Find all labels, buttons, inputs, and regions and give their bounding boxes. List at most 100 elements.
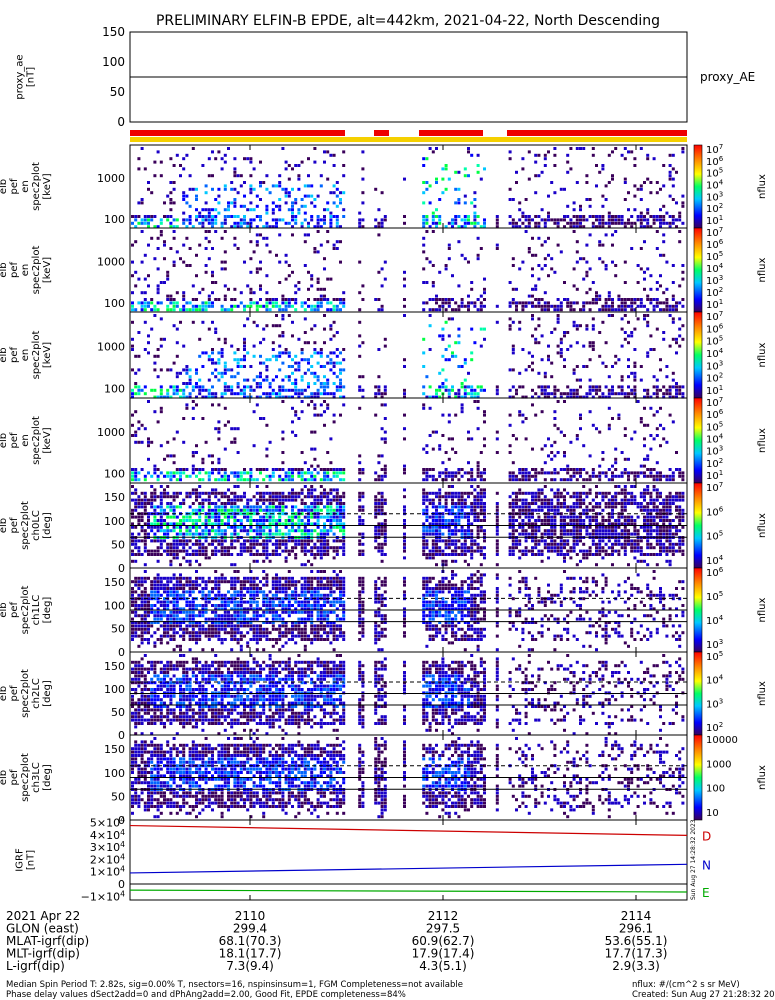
colorbar-tick: 105 [706, 420, 723, 433]
ytick-label: 100 [104, 297, 125, 310]
ytick-label: 2×104 [90, 852, 125, 866]
ytick-label: 0 [117, 115, 125, 129]
ytick-label: 150 [104, 491, 125, 504]
panel-ylabel: elbpefspec2plotch1LC[deg] [0, 586, 53, 635]
footer-row-value: 2112 [428, 909, 459, 923]
footer-row-value: 68.1(70.3) [219, 934, 282, 948]
colorbar-tick: 102 [706, 721, 723, 734]
colorbar-tick: 1000 [706, 759, 731, 770]
panel-ylabel: IGRF[nT] [15, 848, 37, 872]
colorbar-label: nflux [757, 342, 768, 367]
ytick-label: 100 [104, 515, 125, 528]
footer-row-value: 299.4 [233, 922, 267, 936]
ytick-label: 50 [111, 790, 125, 803]
footer-row-label: MLT-igrf(dip) [6, 947, 80, 961]
colorbar [693, 567, 703, 653]
ytick-label: 3×104 [90, 840, 125, 854]
panel-pa_ch0: elbpefspec2plotch0LC[deg] 150 100 50 0 107 106… [0, 481, 768, 575]
spectrogram-cells [131, 570, 685, 652]
spectrogram-cells [131, 400, 685, 482]
ytick-label: 50 [111, 538, 125, 551]
colorbar [693, 397, 703, 484]
side-stamp: Sun Aug 27 14:28:32 2023 [690, 819, 697, 900]
colorbar-tick: 107 [706, 396, 723, 409]
colorbar [693, 144, 703, 229]
proxy-ae-legend: proxy_AE [700, 70, 755, 84]
colorbar-tick: 107 [706, 481, 723, 494]
panel-frame [129, 819, 688, 901]
ytick-label: 100 [104, 468, 125, 481]
panels-layer: proxy_ae[nT]150100500proxy_AEelbpefenspe… [0, 25, 768, 903]
footer-row-value: 17.9(17.4) [412, 947, 475, 961]
ytick-label: 1000 [97, 256, 125, 269]
ytick-label: 100 [102, 55, 125, 69]
panel-pef_en_1: elbpefenspec2plot[keV] 100010010710610510… [0, 143, 768, 229]
ephemeris-footer: 2021 Apr 22 2110 2112 2114 GLON (east) 299.4 2… [6, 909, 667, 973]
panel-pef_en_4: elbpefenspec2plot[keV] 100010010710610510… [0, 396, 768, 484]
ytick-label: 150 [102, 25, 125, 39]
colorbar-label: nflux [757, 765, 768, 790]
igrf-series-N [129, 863, 688, 874]
panel-ylabel: elbpefenspec2plot[keV] [0, 246, 53, 295]
footer-row-label: 2021 Apr 22 [6, 909, 80, 923]
ytick-label: 150 [104, 660, 125, 673]
colorbar-tick: 107 [706, 310, 723, 323]
ytick-label: 1000 [97, 340, 125, 353]
colorbar-tick: 105 [706, 650, 723, 663]
panel-pef_en_3: elbpefenspec2plot[keV] 100010010710610510… [0, 310, 768, 399]
panel-ylabel: elbpefspec2plotch3LC[deg] [0, 753, 53, 802]
status-bars [130, 130, 687, 142]
colorbar-tick: 100 [706, 784, 725, 795]
footer-row-value: 17.7(17.3) [605, 947, 668, 961]
footer-row-value: 60.9(62.7) [412, 934, 475, 948]
spectrogram-cells [131, 314, 685, 399]
ytick-label: 50 [110, 85, 125, 99]
ytick-label: 4×104 [90, 828, 125, 842]
plot-title: PRELIMINARY ELFIN-B EPDE, alt=442km, 202… [156, 13, 660, 29]
nflux-units: nflux: #/(cm^2 s sr MeV) [632, 980, 740, 990]
ytick-label: 5×104 [90, 815, 125, 829]
footer-row-value: 2.9(3.3) [612, 959, 660, 973]
colorbar [693, 651, 703, 736]
colorbar [693, 227, 703, 313]
footer-row-value: 2114 [621, 909, 652, 923]
panel-ylabel: elbpefenspec2plot[keV] [0, 331, 53, 380]
panel-ylabel: proxy_ae[nT] [15, 54, 37, 99]
igrf-legend-E: E [702, 886, 710, 900]
colorbar-tick: 106 [706, 408, 724, 421]
colorbar-tick: 106 [706, 566, 724, 579]
spectrogram-cells [131, 485, 685, 567]
colorbar-tick: 103 [706, 697, 723, 710]
ytick-label: 1×104 [90, 865, 125, 879]
panel-ylabel: elbpefspec2plotch2LC[deg] [0, 669, 53, 718]
panel-pef_en_2: elbpefenspec2plot[keV] 100010010710610510… [0, 226, 768, 313]
ytick-label: 100 [104, 767, 125, 780]
ytick-label: 0 [118, 814, 125, 827]
footer-row-value: 53.6(55.1) [605, 934, 668, 948]
igrf-series-E [129, 889, 688, 893]
spectrogram-cells [131, 737, 685, 819]
ytick-label: 50 [111, 706, 125, 719]
footnote-phase: Phase delay values dSect2add=0 and dPhAn… [6, 990, 406, 1000]
colorbar-tick: 103 [706, 359, 723, 372]
panel-pa_ch3: elbpefspec2plotch3LC[deg] 150 100 50 0 10000 1… [0, 734, 768, 827]
ytick-label: 0 [118, 729, 125, 742]
colorbar-tick: 103 [706, 445, 723, 458]
ytick-label: 0 [118, 878, 125, 891]
footer-row-value: 7.3(9.4) [226, 959, 274, 973]
colorbar-tick: 105 [706, 590, 723, 603]
footer-row-value: 2110 [235, 909, 266, 923]
colorbar-tick: 105 [706, 530, 723, 543]
footer-row-label: L-igrf(dip) [6, 959, 65, 973]
colorbar-label: nflux [757, 257, 768, 282]
colorbar-tick: 10 [706, 808, 719, 819]
panel-ylabel: elbpefspec2plotch0LC[deg] [0, 501, 53, 550]
colorbar-label: nflux [757, 513, 768, 538]
spectrogram-cells [131, 147, 685, 229]
ytick-label: 150 [104, 576, 125, 589]
panel-ylabel: elbpefenspec2plot[keV] [0, 162, 53, 211]
colorbar [693, 734, 703, 821]
colorbar [693, 482, 703, 569]
colorbar-tick: 102 [706, 457, 723, 470]
colorbar-tick: 104 [706, 347, 724, 360]
